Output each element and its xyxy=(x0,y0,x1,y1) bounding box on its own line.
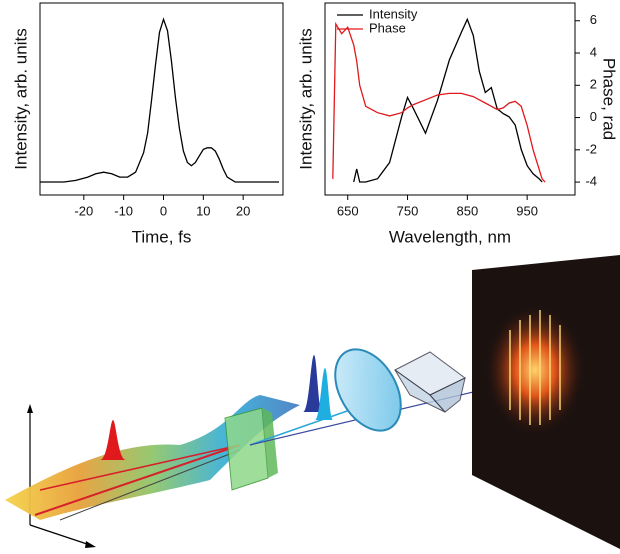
y-axis-label: Intensity, arb. units xyxy=(296,28,315,169)
y2-tick-label: 2 xyxy=(590,77,597,92)
y2-axis-label: Phase, rad xyxy=(600,58,619,140)
legend-label: Intensity xyxy=(369,6,418,21)
x-tick-label: -10 xyxy=(114,203,133,218)
y2-tick-label: 0 xyxy=(590,109,597,124)
x-tick-label: -20 xyxy=(74,203,93,218)
x-tick-label: 750 xyxy=(397,203,419,218)
x-tick-label: 850 xyxy=(456,203,478,218)
legend-label: Phase xyxy=(369,20,406,35)
x-tick-label: 20 xyxy=(236,203,250,218)
y2-tick-label: -4 xyxy=(585,174,597,189)
y-axis-label: Intensity, arb. units xyxy=(11,28,30,169)
x-axis-label: Time, fs xyxy=(132,227,192,246)
data-line xyxy=(353,17,543,183)
illustration xyxy=(5,255,620,549)
plot-frame xyxy=(324,2,576,196)
y2-tick-label: 6 xyxy=(590,12,597,27)
x-tick-label: 950 xyxy=(516,203,538,218)
y2-tick-label: -2 xyxy=(585,141,597,156)
data-line xyxy=(332,21,546,183)
y2-tick-label: 4 xyxy=(590,44,597,59)
x-tick-label: 10 xyxy=(196,203,210,218)
x-axis-label: Wavelength, nm xyxy=(389,227,511,246)
data-line xyxy=(40,17,279,183)
x-tick-label: 650 xyxy=(337,203,359,218)
x-tick-label: 0 xyxy=(160,203,167,218)
plot-frame xyxy=(39,2,284,196)
